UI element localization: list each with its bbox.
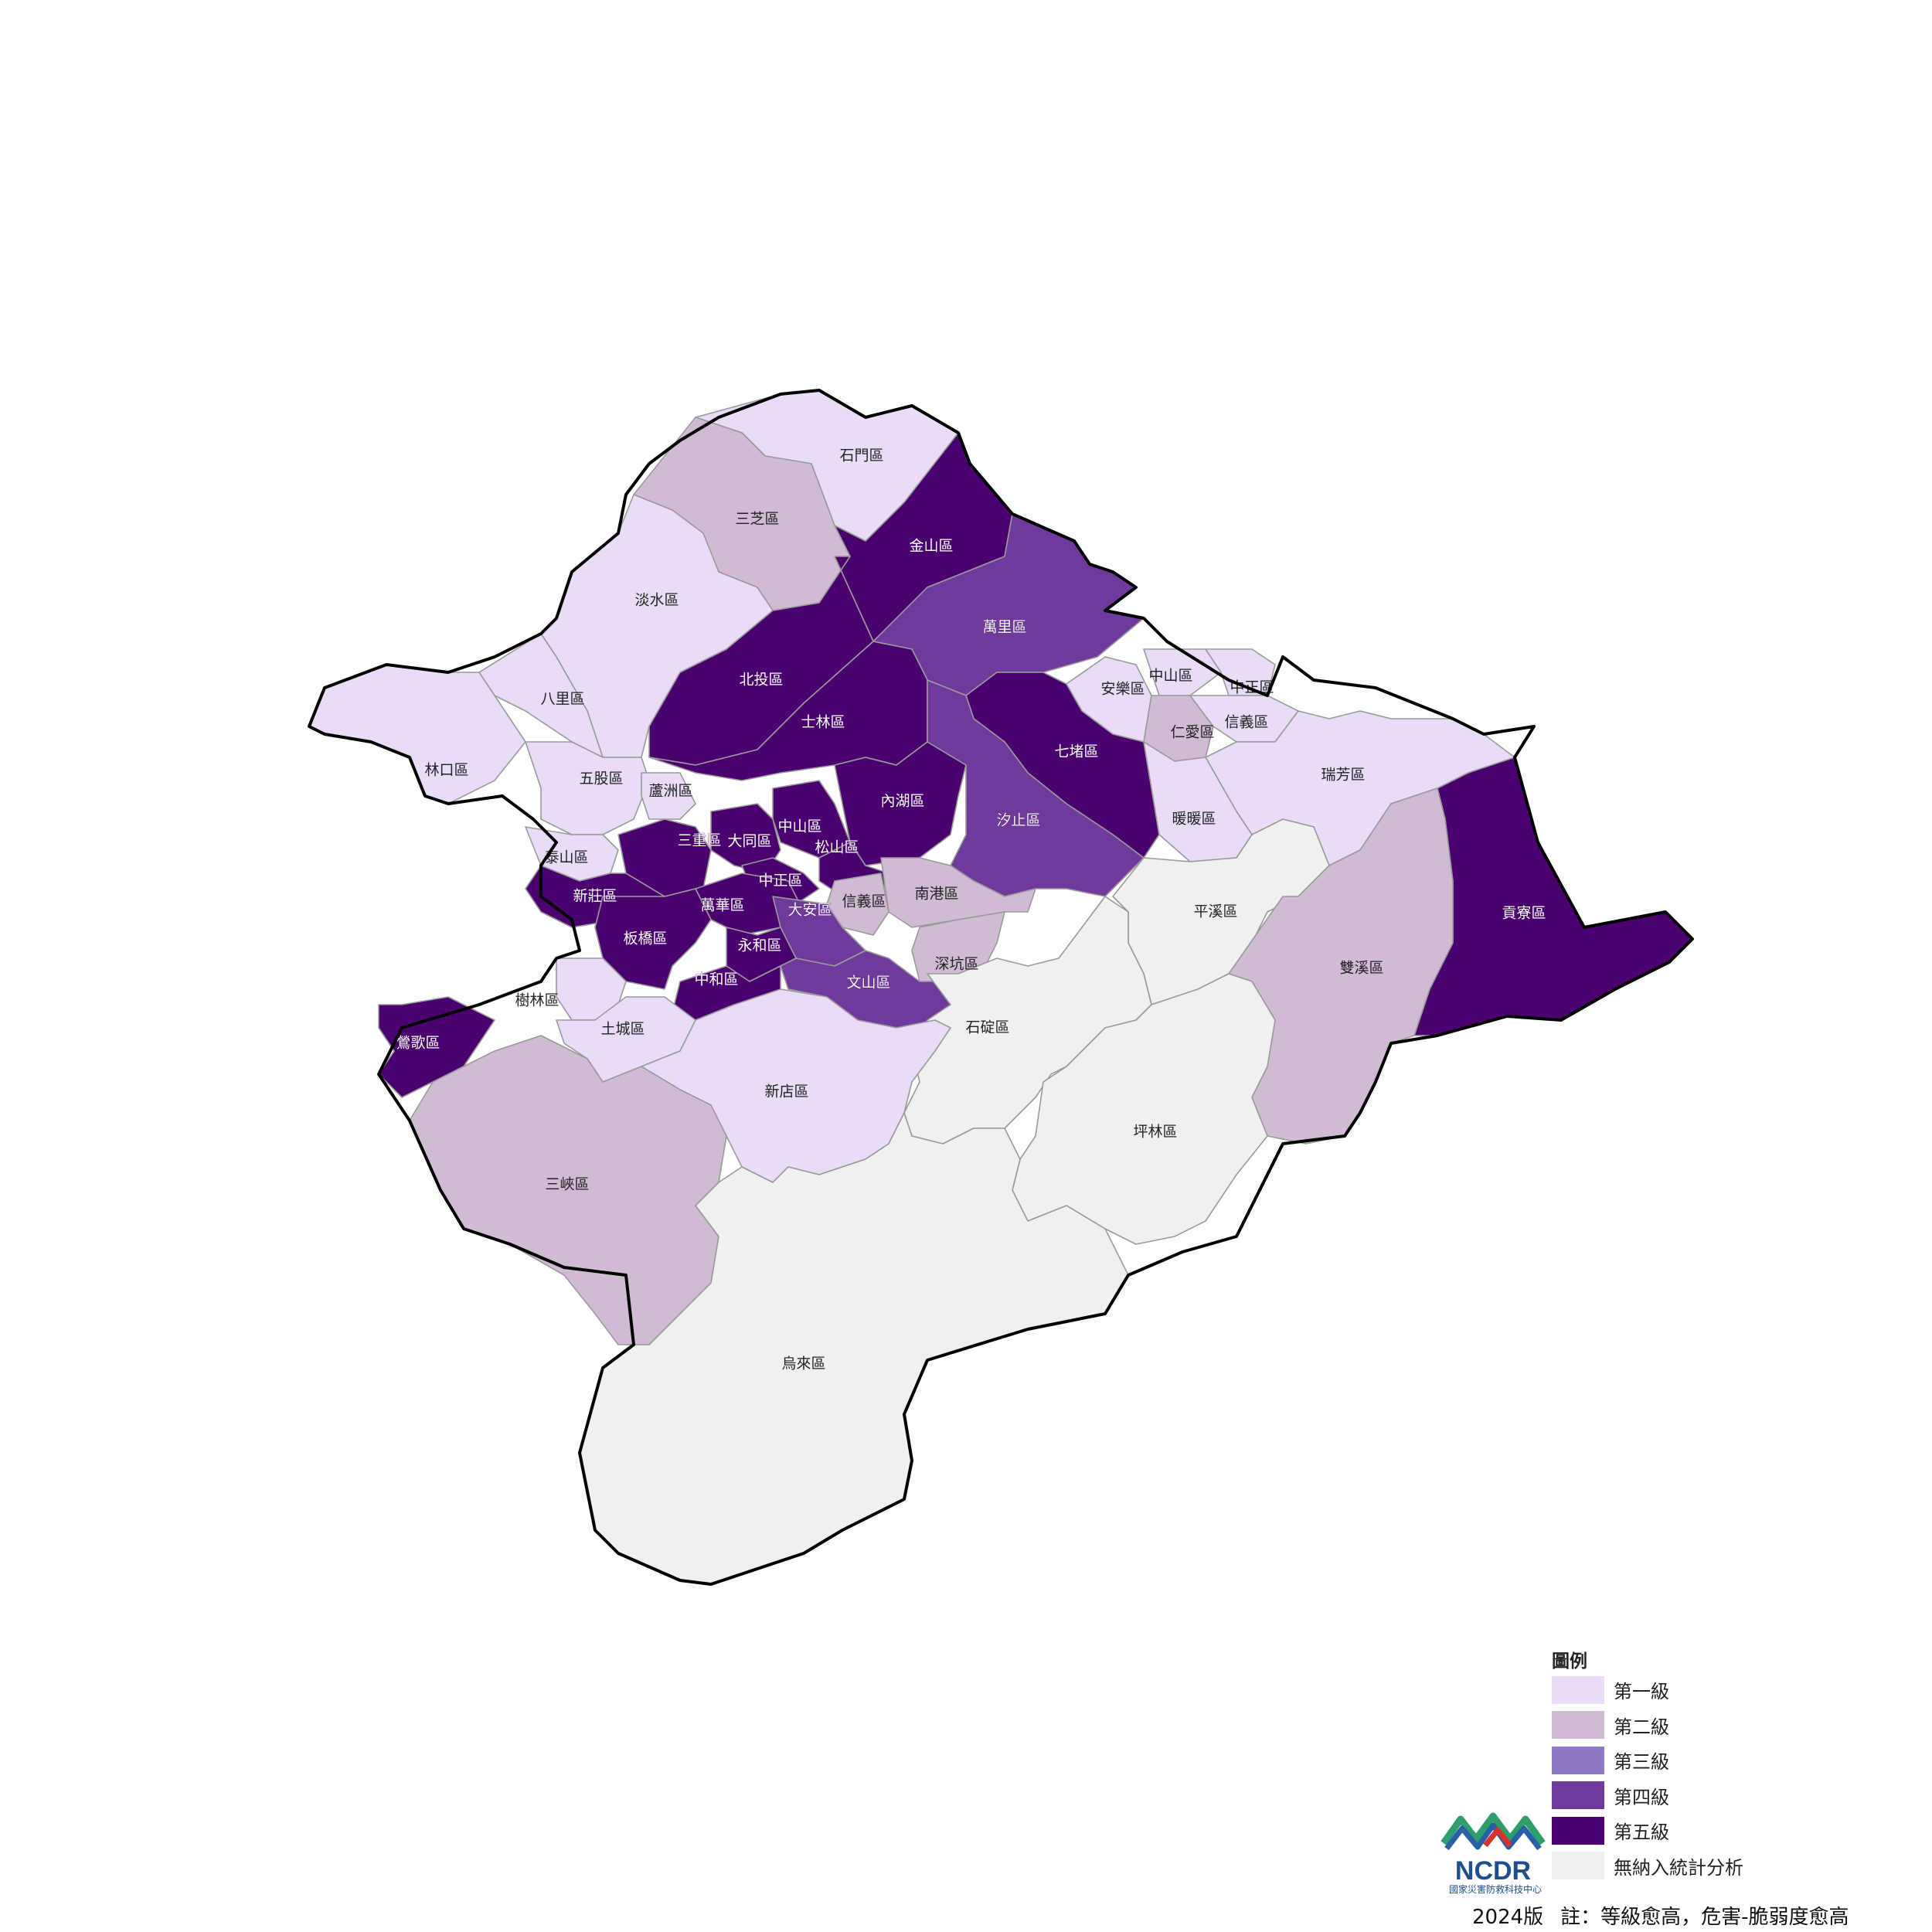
district-label: 淡水區: [634, 592, 679, 609]
legend-swatch: [1552, 1852, 1604, 1880]
legend-swatch: [1552, 1675, 1604, 1704]
district-label: 石門區: [839, 447, 883, 464]
legend-items: 第一級第二級第三級第四級第五級無納入統計分析: [1552, 1672, 1876, 1883]
district-label: 內湖區: [880, 793, 924, 810]
district-label: 五股區: [579, 770, 623, 787]
district-label: 鶯歌區: [396, 1035, 440, 1052]
district-label: 萬里區: [982, 619, 1026, 636]
legend-label: 第五級: [1614, 1821, 1669, 1844]
district-label: 中山區: [777, 818, 821, 835]
district-label: 信義區: [842, 893, 886, 910]
note-text: 註：等級愈高，危害-脆弱度愈高: [1560, 1906, 1849, 1929]
footer-note: 2024版 註：等級愈高，危害-脆弱度愈高: [1472, 1901, 1866, 1930]
district-label: 中山區: [1148, 668, 1192, 685]
legend-item: 第五級: [1552, 1813, 1876, 1849]
district-label: 貢寮區: [1502, 905, 1546, 922]
district-label: 金山區: [909, 538, 953, 555]
legend-label: 第三級: [1614, 1751, 1669, 1774]
district-label: 烏來區: [781, 1355, 825, 1372]
district-label: 信義區: [1224, 714, 1268, 731]
district-label: 新莊區: [573, 888, 617, 905]
district-area: [927, 679, 1145, 897]
district-area: [641, 772, 696, 820]
legend-label: 第二級: [1614, 1716, 1669, 1738]
legend-item: 第一級: [1552, 1672, 1876, 1708]
district-label: 南港區: [914, 886, 958, 903]
district-label: 平溪區: [1193, 903, 1237, 920]
district-label: 石碇區: [965, 1019, 1009, 1036]
district-label: 泰山區: [544, 849, 588, 866]
district-label: 雙溪區: [1339, 960, 1383, 977]
district-label: 暖暖區: [1172, 811, 1216, 828]
legend-swatch: [1552, 1816, 1604, 1845]
legend-item: 第三級: [1552, 1743, 1876, 1778]
district-label: 三峽區: [545, 1176, 589, 1193]
district-area: [594, 888, 712, 990]
map-outline: [308, 389, 1694, 1586]
district-label: 中正區: [1230, 679, 1274, 696]
legend-item: 第四級: [1552, 1778, 1876, 1814]
district-label: 八里區: [540, 691, 584, 708]
district-label: 仁愛區: [1170, 724, 1214, 741]
version-label: 2024版: [1472, 1906, 1544, 1929]
district-label: 萬華區: [700, 897, 744, 914]
legend-label: 無納入統計分析: [1614, 1856, 1743, 1879]
legend-swatch: [1552, 1746, 1604, 1774]
legend-item: 第二級: [1552, 1708, 1876, 1743]
district-label: 土城區: [600, 1021, 645, 1038]
district-label: 坪林區: [1133, 1124, 1177, 1141]
district-label: 永和區: [737, 937, 781, 954]
district-label: 中和區: [694, 971, 738, 988]
district-label: 蘆洲區: [648, 783, 692, 800]
district-area: [880, 857, 1036, 928]
logo-subtitle: 國家災害防救科技中心: [1448, 1884, 1542, 1895]
district-label: 樹林區: [515, 992, 559, 1009]
legend-label: 第一級: [1614, 1681, 1669, 1703]
district-area: [1143, 648, 1222, 696]
district-label: 瑞芳區: [1321, 767, 1365, 784]
district-label: 汐止區: [996, 812, 1040, 829]
legend: 圖例 第一級第二級第三級第四級第五級無納入統計分析: [1552, 1646, 1876, 1883]
district-area: [525, 741, 650, 835]
district-label: 三重區: [677, 832, 721, 849]
svg-text:NCDR: NCDR: [1455, 1856, 1531, 1886]
district-label: 三芝區: [735, 511, 779, 528]
district-label: 士林區: [801, 714, 845, 731]
district-label: 松山區: [815, 839, 859, 856]
district-label: 北投區: [739, 672, 783, 689]
district-label: 安樂區: [1100, 681, 1145, 698]
district-label: 大同區: [727, 833, 771, 850]
district-label: 深坑區: [934, 956, 978, 973]
legend-label: 第四級: [1614, 1786, 1669, 1808]
district-label: 文山區: [846, 975, 890, 992]
district-label: 七堵區: [1054, 743, 1098, 760]
district-label: 大安區: [787, 902, 832, 919]
legend-title: 圖例: [1552, 1651, 1587, 1672]
district-label: 中正區: [758, 872, 802, 889]
legend-swatch: [1552, 1711, 1604, 1740]
district-label: 新店區: [764, 1083, 808, 1100]
legend-swatch: [1552, 1781, 1604, 1810]
legend-item: 無納入統計分析: [1552, 1849, 1876, 1884]
district-area: [1413, 757, 1693, 1036]
ncdr-logo: NCDR: [1440, 1812, 1546, 1886]
district-label: 板橋區: [623, 930, 667, 947]
district-label: 林口區: [424, 762, 468, 779]
